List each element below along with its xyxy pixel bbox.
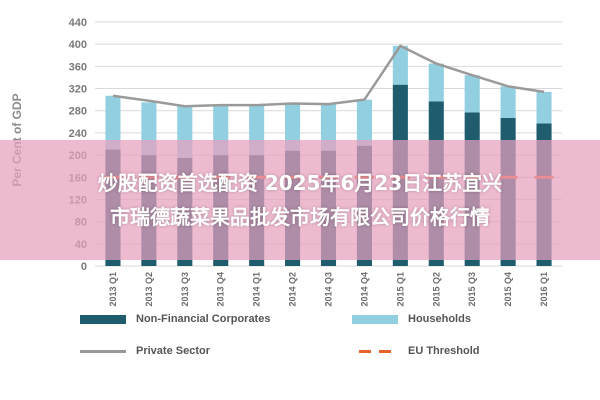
bar-households [500, 86, 516, 118]
legend-label-private-sector: Private Sector [136, 345, 210, 357]
legend-swatch-eu-threshold [352, 349, 398, 353]
x-tick-label: 2015 Q1 [395, 272, 405, 307]
bar-households [105, 95, 121, 150]
y-tick-label: 0 [81, 261, 87, 273]
legend-item-private-sector: Private Sector [80, 345, 210, 357]
bar-households [320, 104, 337, 151]
legend-swatch-corporates [80, 314, 126, 324]
y-tick-label: 400 [69, 39, 87, 51]
legend-swatch-households [352, 314, 398, 324]
legend-label-corporates: Non-Financial Corporates [136, 313, 271, 325]
line-private-sector [112, 44, 545, 108]
bar-households [356, 99, 372, 146]
x-tick-label: 2016 Q1 [539, 272, 549, 307]
bar-households [285, 103, 301, 151]
legend-swatch-private-sector [80, 349, 126, 353]
x-tick-label: 2014 Q3 [324, 272, 334, 307]
legend-item-corporates: Non-Financial Corporates [80, 313, 270, 325]
watermark-line-2: 市瑞德蔬菜果品批发市场有限公司价格行情 [110, 205, 490, 229]
x-tick-label: 2013 Q3 [180, 272, 190, 307]
x-tick-label: 2013 Q4 [216, 272, 226, 307]
watermark-banner: 炒股配资首选配资 2025年6月23日江苏宜兴 市瑞德蔬菜果品批发市场有限公司价… [0, 140, 600, 260]
y-tick-label: 240 [69, 128, 87, 140]
bar-households [392, 45, 408, 85]
legend-label-households: Households [408, 313, 471, 325]
legend: Non-Financial Corporates Households Priv… [80, 305, 540, 375]
x-tick-label: 2015 Q3 [467, 272, 477, 307]
legend-item-eu-threshold: EU Threshold [352, 345, 480, 357]
bar-households [428, 63, 444, 102]
y-tick-label: 280 [69, 106, 87, 118]
x-tick-label: 2015 Q4 [503, 272, 513, 307]
legend-label-eu-threshold: EU Threshold [408, 345, 480, 357]
x-tick-label: 2015 Q2 [431, 272, 441, 307]
x-tick-label: 2014 Q1 [252, 272, 262, 307]
y-tick-label: 360 [69, 61, 87, 73]
y-tick-label: 440 [69, 17, 87, 29]
x-tick-label: 2014 Q4 [359, 272, 369, 307]
watermark-line-1: 炒股配资首选配资 2025年6月23日江苏宜兴 [97, 171, 503, 195]
bar-households [464, 75, 480, 113]
bar-households [536, 91, 552, 124]
legend-item-households: Households [352, 313, 471, 325]
x-tick-label: 2013 Q1 [108, 272, 118, 307]
y-tick-label: 320 [69, 84, 87, 96]
x-tick-label: 2013 Q2 [144, 272, 154, 307]
x-tick-label: 2014 Q2 [288, 272, 298, 307]
